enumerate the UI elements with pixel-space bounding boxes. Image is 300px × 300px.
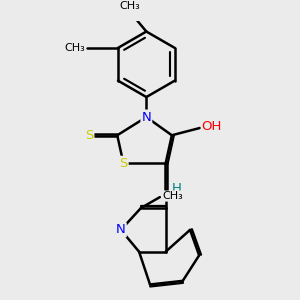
Text: OH: OH — [201, 120, 222, 134]
Text: S: S — [119, 157, 128, 170]
Text: CH₃: CH₃ — [162, 191, 183, 201]
Text: N: N — [116, 224, 126, 236]
Text: CH₃: CH₃ — [119, 1, 140, 11]
Text: H: H — [172, 182, 182, 194]
Text: CH₃: CH₃ — [64, 43, 85, 53]
Text: N: N — [142, 111, 151, 124]
Text: S: S — [85, 129, 93, 142]
